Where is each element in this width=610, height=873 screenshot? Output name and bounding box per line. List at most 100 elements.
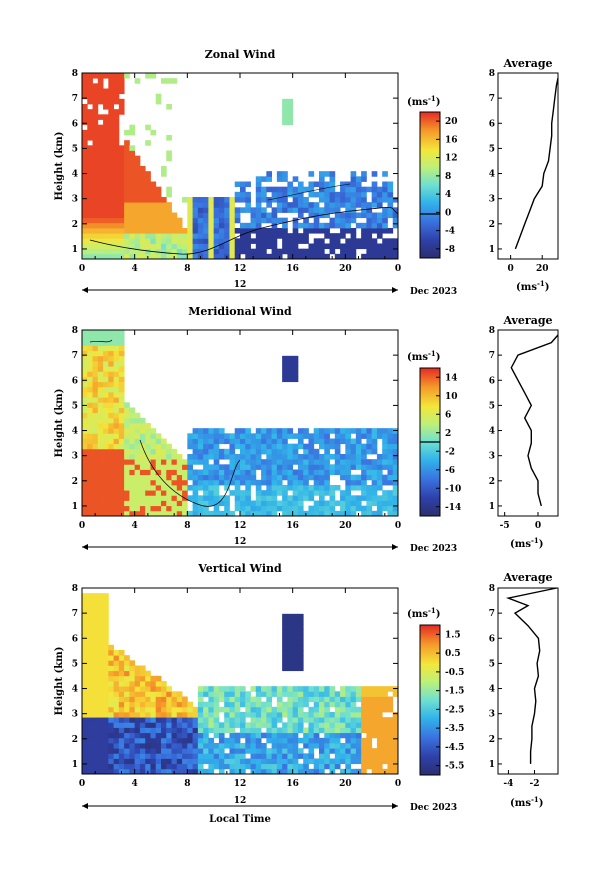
heatmap-cell — [319, 495, 325, 501]
heatmap-cell — [361, 428, 367, 434]
heatmap-cell — [97, 464, 104, 470]
heatmap-cell — [297, 639, 304, 646]
heatmap-cell — [97, 624, 104, 630]
heatmap-cell — [108, 222, 114, 229]
heatmap-cell — [340, 722, 346, 728]
heatmap-cell — [303, 433, 309, 439]
heatmap-cell — [282, 500, 288, 507]
heatmap-cell — [218, 479, 225, 486]
heatmap-cell — [182, 474, 188, 481]
heatmap-cell — [166, 510, 172, 517]
heatmap-cell — [340, 228, 346, 234]
heatmap-cell — [350, 722, 357, 728]
heatmap-cell — [376, 243, 383, 250]
heatmap-cell — [240, 727, 246, 734]
heatmap-cell — [313, 706, 320, 713]
heatmap-cell — [245, 233, 251, 239]
heatmap-cell — [371, 438, 378, 445]
heatmap-cell — [376, 202, 383, 208]
y-tick-label: 8 — [72, 584, 78, 594]
heatmap-cell — [376, 753, 383, 759]
y-tick-label: 5 — [72, 401, 78, 411]
y-tick-label: 8 — [72, 69, 78, 79]
heatmap-cell — [371, 686, 378, 692]
heatmap-cell — [187, 202, 193, 208]
heatmap-cell — [187, 217, 193, 224]
heatmap-cell — [245, 495, 251, 501]
heatmap-cell — [224, 233, 230, 239]
heatmap-cell — [376, 495, 383, 501]
heatmap-cell — [129, 145, 136, 151]
heatmap-cell — [334, 253, 341, 260]
heatmap-cell — [324, 712, 330, 718]
heatmap-cell — [255, 248, 262, 255]
heatmap-cell — [271, 743, 278, 749]
heatmap-cell — [176, 510, 183, 517]
heatmap-cell — [176, 479, 183, 486]
heatmap-cell — [376, 459, 383, 465]
heatmap-cell — [208, 448, 215, 455]
heatmap-cell — [224, 737, 230, 744]
heatmap-cell — [382, 500, 388, 507]
heatmap-cell — [287, 454, 294, 460]
heatmap-cell — [287, 660, 294, 666]
heatmap-cell — [176, 469, 183, 476]
heatmap-cell — [303, 701, 309, 708]
heatmap-cell — [124, 763, 130, 770]
heatmap-cell — [108, 500, 114, 507]
heatmap-cell — [282, 660, 288, 666]
heatmap-cell — [155, 485, 162, 491]
heatmap-cell — [334, 748, 341, 754]
heatmap-cell — [118, 202, 125, 208]
heatmap-cell — [355, 495, 362, 501]
heatmap-cell — [371, 228, 378, 234]
heatmap-cell — [287, 469, 294, 476]
heatmap-cell — [108, 644, 114, 651]
heatmap-cell — [261, 490, 267, 496]
heatmap-cell — [218, 233, 225, 239]
heatmap-cell — [145, 670, 151, 677]
heatmap-cell — [118, 753, 125, 759]
heatmap-cell — [87, 686, 93, 692]
heatmap-cell — [345, 485, 351, 491]
heatmap-cell — [282, 191, 288, 198]
heatmap-cell — [224, 753, 230, 759]
heatmap-cell — [355, 758, 362, 765]
heatmap-cell — [229, 448, 236, 455]
heatmap-cell — [113, 686, 120, 692]
heatmap-cell — [87, 681, 93, 687]
y-tick-label: 1 — [72, 760, 78, 770]
heatmap-cell — [103, 376, 109, 383]
heatmap-cell — [234, 505, 241, 512]
heatmap-cell — [229, 202, 236, 208]
heatmap-cell — [292, 732, 299, 739]
heatmap-cell — [92, 140, 99, 146]
heatmap-cell — [118, 490, 125, 496]
heatmap-cell — [245, 748, 251, 754]
heatmap-cell — [92, 660, 99, 666]
heatmap-cell — [355, 438, 362, 445]
heatmap-cell — [82, 238, 88, 244]
heatmap-cell — [92, 150, 99, 157]
heatmap-cell — [218, 706, 225, 713]
heatmap-cell — [224, 743, 230, 749]
heatmap-cell — [118, 417, 125, 424]
heatmap-cell — [282, 634, 288, 641]
heatmap-cell — [124, 469, 130, 476]
heatmap-cell — [97, 402, 104, 408]
heatmap-cell — [371, 717, 378, 723]
heatmap-cell — [87, 423, 93, 429]
heatmap-cell — [355, 706, 362, 713]
heatmap-cell — [334, 459, 341, 465]
heatmap-cell — [182, 701, 188, 708]
heatmap-cell — [250, 433, 257, 439]
heatmap-cell — [192, 448, 199, 455]
heatmap-cell — [108, 655, 114, 661]
colorbar-tick-label: 6 — [445, 410, 451, 420]
average-unit: (ms-1) — [516, 279, 549, 293]
heatmap-cell — [108, 727, 114, 734]
heatmap-cell — [87, 655, 93, 661]
heatmap-cell — [103, 686, 109, 692]
heatmap-cell — [139, 696, 146, 703]
heatmap-cell — [382, 186, 388, 193]
